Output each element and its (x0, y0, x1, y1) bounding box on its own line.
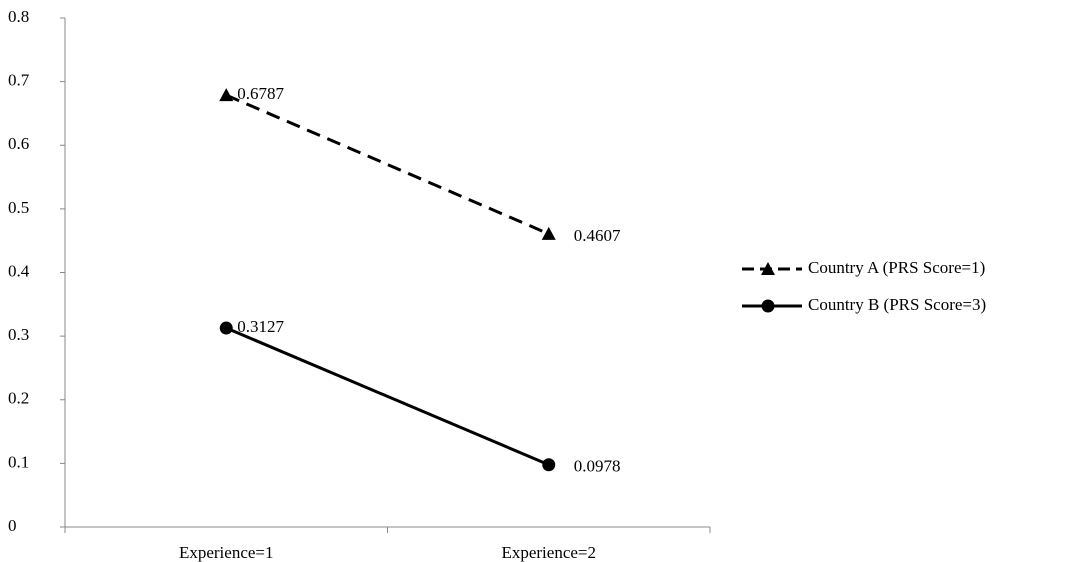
data-label: 0.3127 (237, 317, 284, 336)
legend-label: Country A (PRS Score=1) (808, 258, 985, 277)
point-marker (541, 226, 556, 240)
y-tick-label: 0.6 (8, 134, 29, 153)
data-label: 0.0978 (574, 457, 621, 476)
y-tick-label: 0.3 (8, 325, 29, 344)
x-tick-label: Experience=2 (501, 543, 596, 562)
point-marker (219, 88, 234, 102)
legend-marker (761, 299, 775, 313)
y-tick-label: 0.2 (8, 389, 29, 408)
series-line (225, 326, 550, 467)
legend-marker (761, 262, 775, 275)
data-label: 0.6787 (237, 84, 284, 103)
y-tick-label: 0.1 (8, 452, 29, 471)
series-line (225, 93, 550, 236)
y-tick-label: 0 (8, 516, 17, 535)
y-tick-label: 0.7 (8, 71, 30, 90)
y-tick-label: 0.8 (8, 7, 29, 26)
data-label: 0.4607 (574, 226, 621, 245)
legend-label: Country B (PRS Score=3) (808, 295, 986, 314)
y-tick-label: 0.4 (8, 261, 30, 280)
y-tick-label: 0.5 (8, 198, 29, 217)
x-tick-label: Experience=1 (179, 543, 274, 562)
point-marker (219, 321, 233, 335)
point-marker (542, 458, 556, 472)
